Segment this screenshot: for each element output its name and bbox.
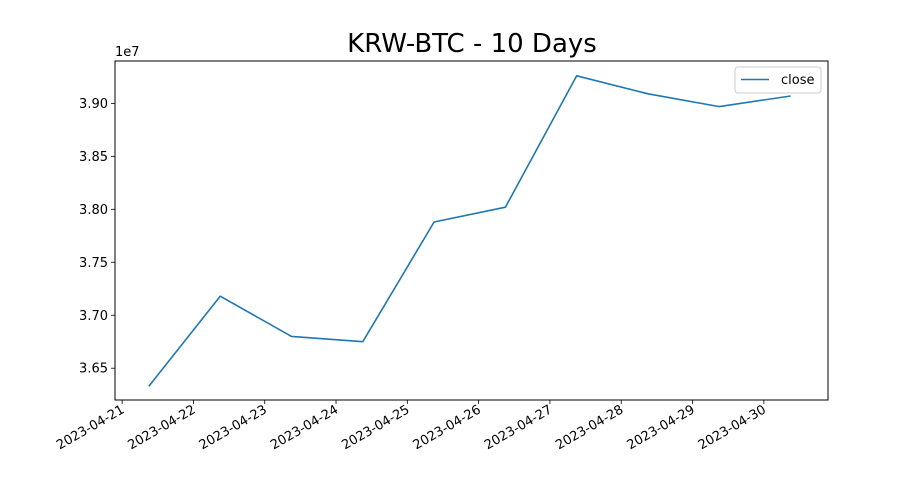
y-tick-label: 3.70 — [79, 309, 108, 324]
x-axis: 2023-04-212023-04-222023-04-232023-04-24… — [54, 400, 769, 453]
y-tick-label: 3.80 — [79, 203, 108, 218]
x-tick-label: 2023-04-21 — [54, 402, 127, 453]
y-tick-label: 3.85 — [79, 150, 108, 165]
x-tick-label: 2023-04-25 — [339, 402, 412, 453]
y-tick-label: 3.75 — [79, 256, 108, 271]
x-tick-label: 2023-04-22 — [125, 402, 198, 453]
x-tick-label: 2023-04-28 — [553, 402, 626, 453]
plot-area — [148, 75, 791, 387]
x-tick-label: 2023-04-30 — [696, 402, 769, 453]
legend-box — [734, 66, 822, 94]
y-axis-offset-label: 1e7 — [115, 45, 140, 60]
x-tick-label: 2023-04-23 — [197, 402, 270, 453]
x-tick-label: 2023-04-29 — [625, 402, 698, 453]
legend: close — [734, 66, 822, 94]
axes-frame — [114, 60, 829, 401]
legend-label-close: close — [781, 73, 814, 88]
y-tick-label: 3.90 — [79, 97, 108, 112]
x-tick-label: 2023-04-26 — [411, 402, 484, 453]
x-tick-label: 2023-04-27 — [482, 402, 555, 453]
series-line-close — [148, 75, 791, 387]
x-tick-label: 2023-04-24 — [268, 402, 341, 453]
y-axis: 3.65 3.70 3.75 3.80 3.85 3.90 — [79, 97, 115, 377]
y-tick-label: 3.65 — [79, 362, 108, 377]
chart-title: KRW-BTC - 10 Days — [347, 29, 597, 59]
